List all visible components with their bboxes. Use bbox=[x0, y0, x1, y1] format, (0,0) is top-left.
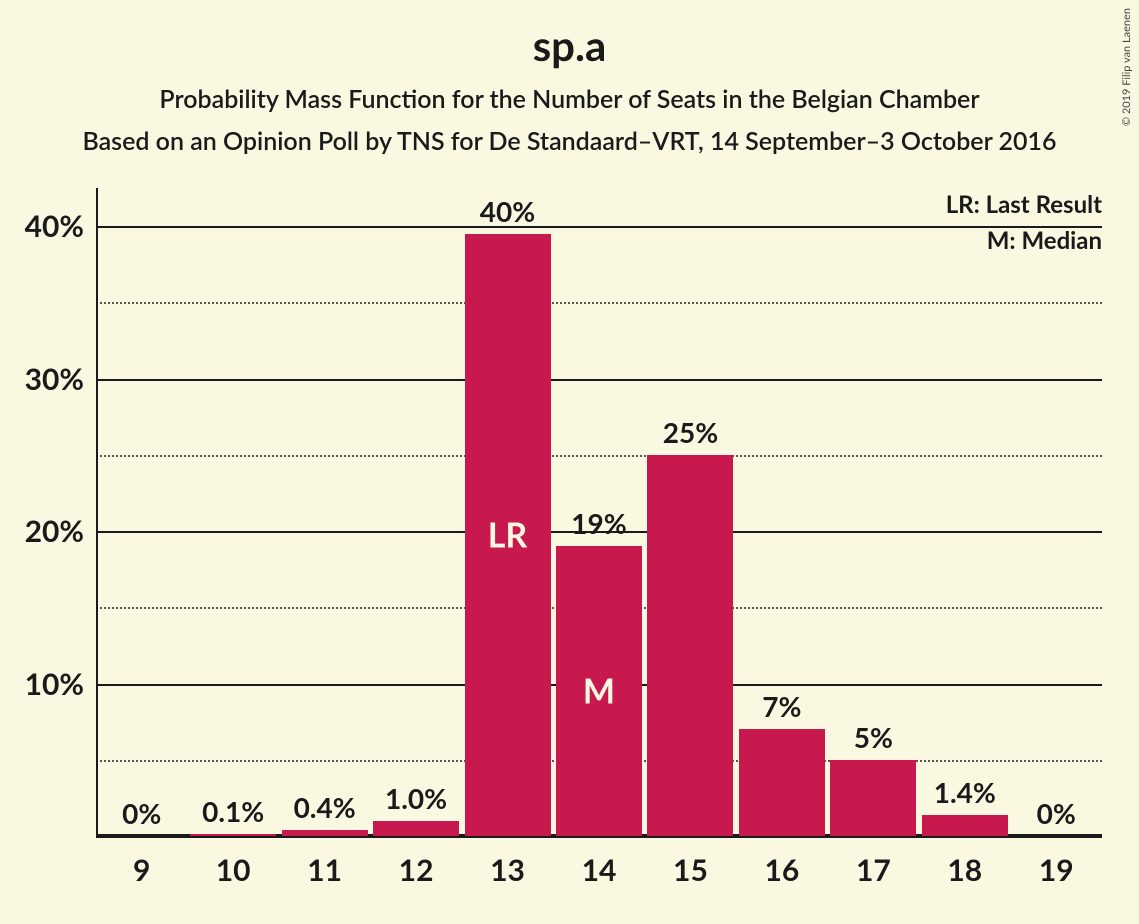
y-tick-label: 10% bbox=[25, 666, 96, 702]
x-tick-label: 18 bbox=[947, 836, 982, 888]
chart-title: sp.a bbox=[0, 0, 1139, 70]
x-tick-label: 9 bbox=[133, 836, 150, 888]
x-tick-label: 14 bbox=[582, 836, 617, 888]
gridline-major bbox=[96, 379, 1102, 381]
x-tick-label: 19 bbox=[1039, 836, 1074, 888]
chart-plot-area: 10%20%30%40%0%90.1%100.4%111.0%1240%1319… bbox=[96, 188, 1102, 836]
legend-lr: LR: Last Result bbox=[946, 190, 1102, 219]
gridline-minor bbox=[96, 302, 1102, 304]
y-tick-label: 20% bbox=[25, 513, 96, 549]
legend-m: M: Median bbox=[987, 226, 1102, 255]
y-tick-label: 30% bbox=[25, 361, 96, 397]
y-tick-label: 40% bbox=[25, 208, 96, 244]
x-tick-label: 15 bbox=[673, 836, 708, 888]
bar: 25% bbox=[647, 455, 733, 836]
bar-value-label: 0.1% bbox=[202, 794, 264, 834]
bar: 1.4% bbox=[922, 815, 1008, 836]
x-tick-label: 17 bbox=[856, 836, 891, 888]
gridline-minor bbox=[96, 455, 1102, 457]
bar-value-label: 5% bbox=[854, 720, 893, 760]
bar-value-label: 40% bbox=[480, 194, 535, 234]
bar: 7% bbox=[739, 729, 825, 836]
in-bar-annotation: LR bbox=[488, 514, 528, 555]
x-tick-label: 11 bbox=[307, 836, 342, 888]
in-bar-annotation: M bbox=[583, 671, 615, 712]
x-tick-label: 13 bbox=[490, 836, 525, 888]
copyright-text: © 2019 Filip van Laenen bbox=[1120, 8, 1133, 126]
y-axis bbox=[96, 188, 98, 836]
chart-subtitle-2: Based on an Opinion Poll by TNS for De S… bbox=[0, 114, 1139, 156]
x-tick-label: 16 bbox=[765, 836, 800, 888]
gridline-major bbox=[96, 226, 1102, 228]
bar-value-label: 1.4% bbox=[934, 775, 996, 815]
bar-value-label: 0% bbox=[122, 796, 161, 836]
bar: 1.0% bbox=[373, 821, 459, 836]
chart-subtitle-1: Probability Mass Function for the Number… bbox=[0, 70, 1139, 114]
bar-value-label: 25% bbox=[663, 415, 718, 455]
x-tick-label: 10 bbox=[216, 836, 251, 888]
x-tick-label: 12 bbox=[399, 836, 434, 888]
bar-value-label: 1.0% bbox=[385, 781, 447, 821]
bar-value-label: 7% bbox=[762, 689, 801, 729]
bar-value-label: 0% bbox=[1037, 796, 1076, 836]
bar-value-label: 19% bbox=[571, 506, 626, 546]
bar: 5% bbox=[830, 760, 916, 836]
bar-value-label: 0.4% bbox=[294, 790, 356, 830]
